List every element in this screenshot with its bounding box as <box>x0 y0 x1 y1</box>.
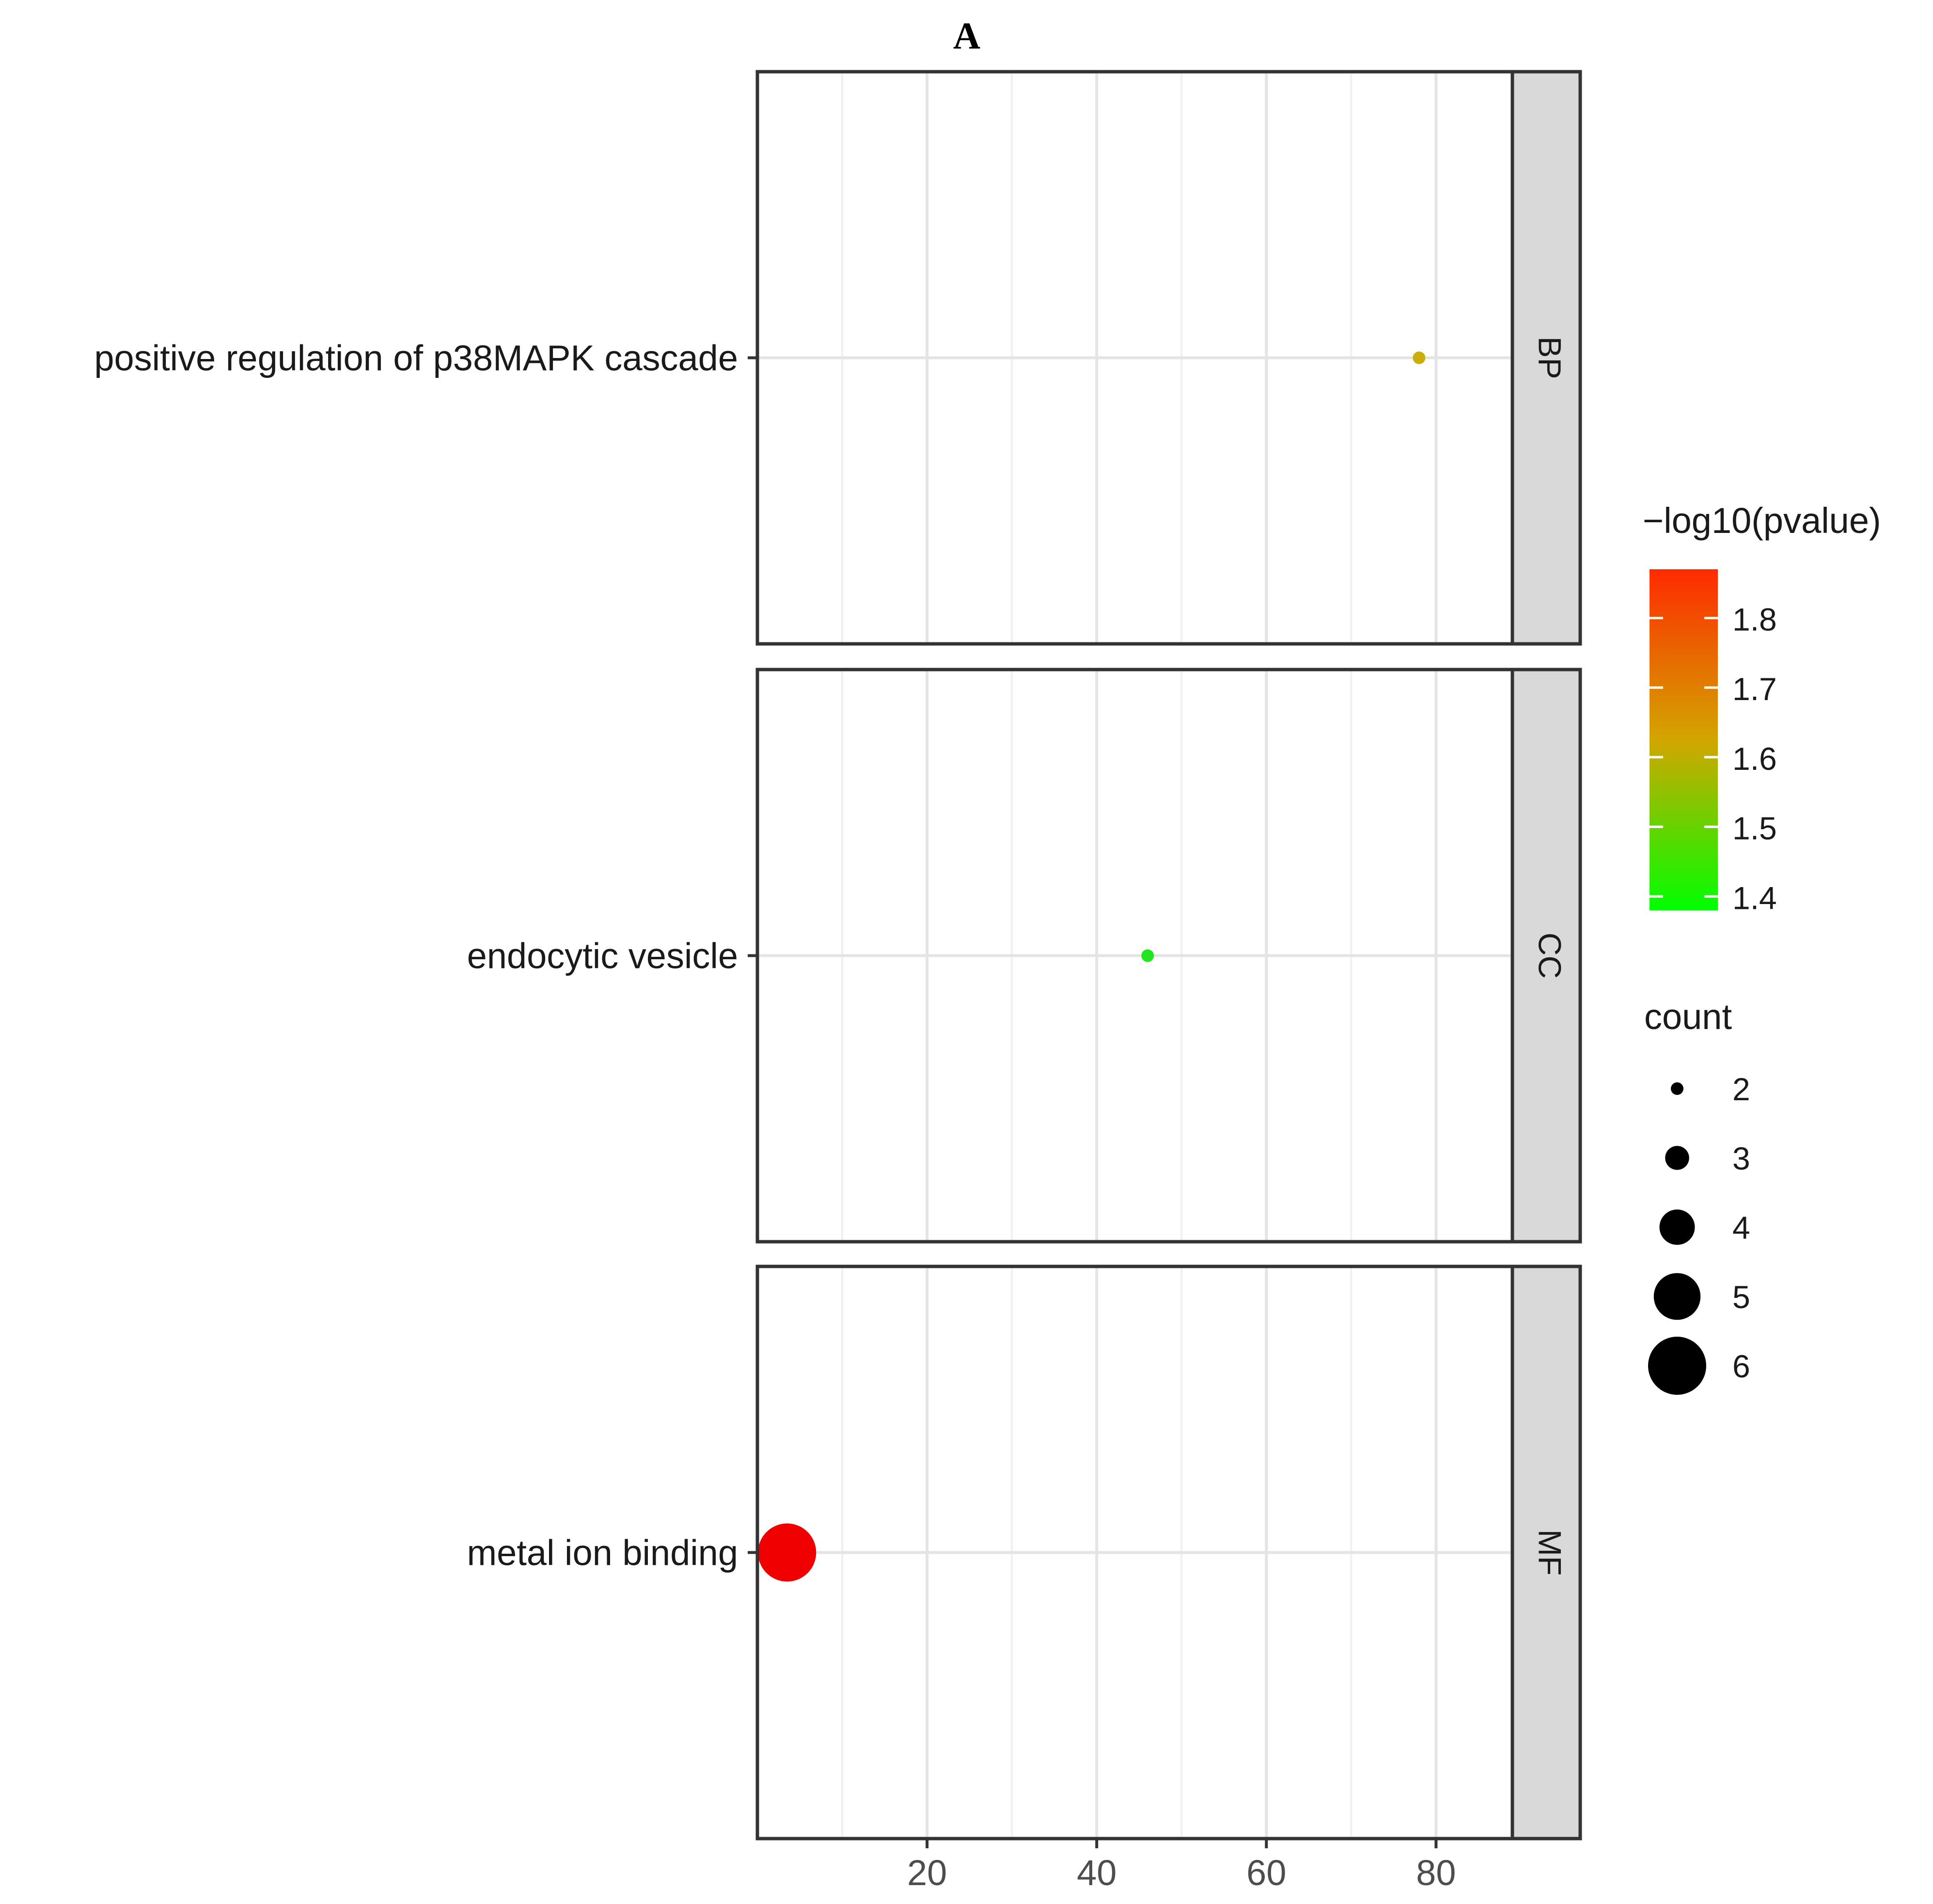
size-legend-label: 4 <box>1732 1210 1750 1246</box>
size-legend-dot <box>1671 1082 1683 1095</box>
y-tick-label: metal ion binding <box>467 1533 738 1573</box>
size-legend-label: 6 <box>1732 1348 1750 1384</box>
x-axis: 20 40 60 80 <box>907 1839 1456 1893</box>
plot-area: positive regulation of p38MAPK cascade BP… <box>94 70 1582 1841</box>
x-tick-label: 20 <box>907 1853 947 1893</box>
color-legend-label: 1.7 <box>1732 671 1777 707</box>
size-legend-dot <box>1665 1146 1689 1170</box>
size-legend-dot <box>1659 1209 1695 1245</box>
x-tick-label: 80 <box>1416 1853 1456 1893</box>
size-legend-dot <box>1648 1337 1706 1395</box>
facet-strip <box>1510 668 1582 1244</box>
facet-strip-label: MF <box>1532 1529 1568 1576</box>
color-legend-label: 1.8 <box>1732 602 1777 638</box>
size-legend-label: 5 <box>1732 1279 1750 1315</box>
facet-strip-label: BP <box>1532 336 1568 379</box>
size-legend-title: count <box>1644 997 1732 1037</box>
facet-strip <box>1510 1264 1582 1841</box>
data-point <box>1141 949 1154 962</box>
color-legend: −log10(pvalue) 1.8 1.7 1.6 1.5 1.4 <box>1643 500 1881 916</box>
data-point <box>758 1523 817 1582</box>
facet-strip-label: CC <box>1532 933 1568 979</box>
color-legend-title: −log10(pvalue) <box>1643 500 1881 541</box>
facet-strip <box>1510 70 1582 646</box>
color-legend-label: 1.5 <box>1732 811 1777 846</box>
color-legend-bar <box>1650 569 1718 910</box>
y-tick-label: endocytic vesicle <box>467 936 738 976</box>
data-point <box>1413 351 1426 364</box>
panel-label: A <box>953 15 980 57</box>
size-legend-dot <box>1653 1273 1701 1320</box>
color-legend-label: 1.6 <box>1732 741 1777 777</box>
size-legend-label: 3 <box>1732 1140 1750 1176</box>
color-legend-label: 1.4 <box>1732 880 1777 916</box>
size-legend-label: 2 <box>1732 1071 1750 1107</box>
x-tick-label: 60 <box>1246 1853 1286 1893</box>
y-tick-label: positive regulation of p38MAPK cascade <box>94 338 738 378</box>
x-tick-label: 40 <box>1077 1853 1116 1893</box>
